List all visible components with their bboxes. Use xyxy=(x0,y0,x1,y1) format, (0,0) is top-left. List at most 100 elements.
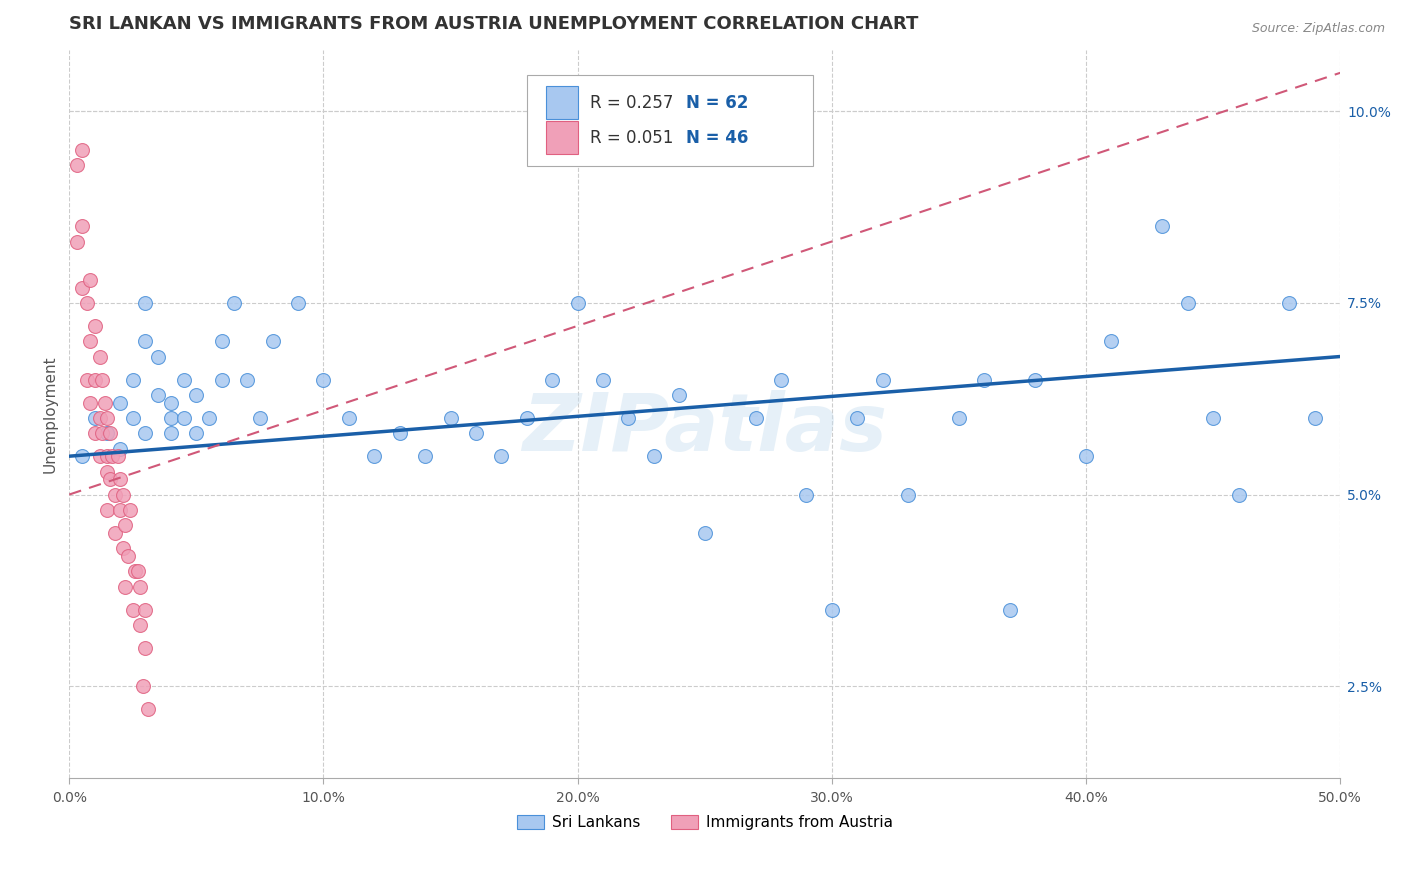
Point xyxy=(83,410,105,425)
Point xyxy=(948,410,970,425)
Point xyxy=(998,602,1021,616)
Point xyxy=(111,541,134,556)
Point xyxy=(465,426,488,441)
Point xyxy=(1202,410,1225,425)
Point xyxy=(872,372,894,386)
Text: N = 46: N = 46 xyxy=(686,128,748,146)
Point xyxy=(769,372,792,386)
Point xyxy=(1024,372,1046,386)
Point xyxy=(173,410,195,425)
Point xyxy=(94,395,117,409)
Point xyxy=(160,426,183,441)
Y-axis label: Unemployment: Unemployment xyxy=(44,355,58,473)
Text: R = 0.257: R = 0.257 xyxy=(591,94,673,112)
Point xyxy=(104,487,127,501)
Point xyxy=(108,472,131,486)
Point xyxy=(1152,219,1174,234)
Point xyxy=(114,580,136,594)
Point xyxy=(108,395,131,409)
Text: R = 0.051: R = 0.051 xyxy=(591,128,673,146)
Point xyxy=(89,449,111,463)
Point xyxy=(312,372,335,386)
Point xyxy=(70,219,93,234)
Point xyxy=(111,487,134,501)
Point xyxy=(83,426,105,441)
Point xyxy=(821,602,844,616)
Point xyxy=(79,395,101,409)
Point xyxy=(1177,296,1199,310)
Point xyxy=(262,334,284,348)
Legend: Sri Lankans, Immigrants from Austria: Sri Lankans, Immigrants from Austria xyxy=(510,808,898,836)
Point xyxy=(70,280,93,294)
Point xyxy=(117,549,139,563)
Point xyxy=(124,564,146,578)
Point xyxy=(129,618,152,632)
Point xyxy=(108,503,131,517)
Point xyxy=(160,410,183,425)
Point xyxy=(617,410,640,425)
Point xyxy=(567,296,589,310)
Bar xyxy=(546,87,578,119)
Point xyxy=(132,679,155,693)
Point xyxy=(134,602,156,616)
Text: N = 62: N = 62 xyxy=(686,94,748,112)
Point xyxy=(114,518,136,533)
Point xyxy=(236,372,259,386)
Point xyxy=(186,388,208,402)
Point xyxy=(439,410,461,425)
Point xyxy=(98,426,121,441)
Point xyxy=(1227,487,1250,501)
Point xyxy=(127,564,149,578)
Point xyxy=(668,388,690,402)
Point xyxy=(643,449,665,463)
Point xyxy=(120,503,142,517)
Point xyxy=(173,372,195,386)
Point xyxy=(121,372,143,386)
Point xyxy=(89,350,111,364)
Point xyxy=(413,449,436,463)
Point xyxy=(1278,296,1301,310)
Point xyxy=(79,273,101,287)
Point xyxy=(134,426,156,441)
Point xyxy=(107,449,129,463)
Point xyxy=(96,410,118,425)
Point xyxy=(337,410,360,425)
Point xyxy=(104,525,127,540)
Point xyxy=(91,372,114,386)
Point xyxy=(516,410,538,425)
Point xyxy=(693,525,716,540)
Point xyxy=(249,410,271,425)
Point xyxy=(287,296,309,310)
Point xyxy=(211,372,233,386)
Point xyxy=(121,410,143,425)
Point xyxy=(121,602,143,616)
Point xyxy=(96,449,118,463)
Point xyxy=(592,372,614,386)
Point xyxy=(198,410,221,425)
Point xyxy=(388,426,411,441)
Point xyxy=(101,449,124,463)
Point xyxy=(96,426,118,441)
Point xyxy=(76,296,98,310)
Point xyxy=(796,487,818,501)
Point xyxy=(134,296,156,310)
Bar xyxy=(546,121,578,154)
Point xyxy=(129,580,152,594)
Point xyxy=(79,334,101,348)
Text: Source: ZipAtlas.com: Source: ZipAtlas.com xyxy=(1251,22,1385,36)
Point xyxy=(148,350,170,364)
FancyBboxPatch shape xyxy=(527,75,813,167)
Point xyxy=(897,487,920,501)
Point xyxy=(96,465,118,479)
Point xyxy=(541,372,564,386)
Point xyxy=(744,410,766,425)
Point xyxy=(134,640,156,655)
Point xyxy=(1303,410,1326,425)
Point xyxy=(108,442,131,456)
Point xyxy=(973,372,995,386)
Point xyxy=(83,372,105,386)
Point xyxy=(134,334,156,348)
Point xyxy=(91,426,114,441)
Point xyxy=(76,372,98,386)
Point xyxy=(83,318,105,333)
